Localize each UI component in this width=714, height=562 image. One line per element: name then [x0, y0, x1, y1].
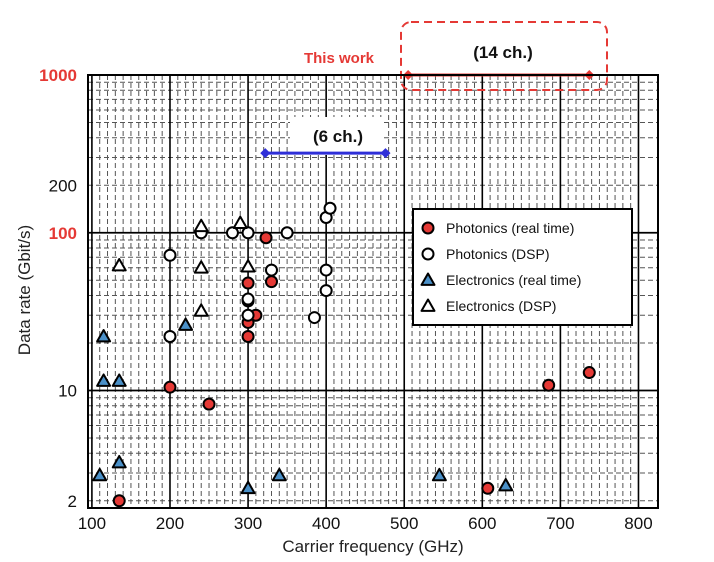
point-electronics-dsp	[232, 215, 248, 230]
legend-marker-triangle	[420, 272, 436, 286]
legend: Photonics (real time) Photonics (DSP) Elec…	[412, 208, 633, 326]
annotation-6ch-label: (6 ch.)	[313, 127, 363, 146]
legend-label: Electronics (DSP)	[446, 298, 556, 314]
annotation-6ch-end	[260, 148, 271, 159]
annotation-6ch-bg	[290, 117, 384, 155]
x-axis-label: Carrier frequency (GHz)	[282, 537, 463, 556]
data-points	[92, 201, 596, 508]
tick-labels: 100 200 300 400 500 600 700 800 2 10 100 200 1000	[39, 66, 652, 533]
point-photonics-dsp	[225, 226, 239, 240]
point-photonics-dsp	[163, 329, 177, 343]
point-photonics-dsp	[319, 284, 333, 298]
point-photonics-dsp	[307, 311, 321, 325]
point-electronics-dsp	[193, 218, 209, 233]
y-tick-label: 100	[49, 224, 77, 243]
point-photonics-real-time	[241, 329, 255, 343]
point-electronics-real-time	[240, 480, 256, 495]
annotation-6ch-end	[380, 148, 391, 159]
annotation-14ch-box	[400, 21, 608, 91]
point-photonics-real-time	[259, 231, 273, 245]
point-photonics-dsp	[241, 292, 255, 306]
legend-box	[412, 208, 633, 326]
point-photonics-real-time	[264, 275, 278, 289]
y-tick-label: 2	[68, 492, 77, 511]
point-photonics-dsp	[241, 308, 255, 322]
x-tick-label: 800	[624, 514, 652, 533]
point-electronics-dsp	[193, 303, 209, 317]
point-electronics-real-time	[111, 454, 127, 469]
x-tick-label: 400	[312, 514, 340, 533]
annotation-this-work: This work	[304, 50, 375, 67]
x-tick-label: 600	[468, 514, 496, 533]
point-electronics-real-time	[498, 477, 514, 492]
y-tick-label: 200	[49, 176, 77, 195]
point-electronics-dsp	[111, 258, 127, 272]
point-electronics-real-time	[92, 467, 108, 482]
point-photonics-real-time	[542, 378, 556, 392]
point-photonics-dsp	[163, 248, 177, 262]
point-electronics-real-time	[271, 467, 287, 482]
point-photonics-real-time	[202, 397, 216, 411]
y-axis-label: Data rate (Gbit/s)	[15, 225, 34, 355]
annotation-14ch-label: (14 ch.)	[473, 43, 533, 62]
grid	[88, 75, 658, 508]
point-electronics-real-time	[178, 317, 194, 331]
legend-label: Photonics (DSP)	[446, 246, 549, 262]
point-photonics-real-time	[241, 276, 255, 290]
point-electronics-real-time	[96, 328, 112, 343]
point-photonics-dsp	[280, 226, 294, 240]
legend-marker-circle	[421, 221, 435, 235]
point-electronics-dsp	[193, 260, 209, 274]
x-tick-label: 300	[234, 514, 262, 533]
x-tick-label: 100	[78, 514, 106, 533]
annotations: (6 ch.) (14 ch.) This work	[260, 21, 608, 159]
y-tick-label: 10	[58, 382, 77, 401]
point-photonics-dsp	[319, 263, 333, 277]
point-electronics-dsp	[240, 259, 256, 273]
point-photonics-real-time	[163, 380, 177, 394]
legend-label: Electronics (real time)	[446, 272, 581, 288]
point-electronics-real-time	[431, 467, 447, 482]
point-photonics-real-time	[112, 494, 126, 508]
legend-label: Photonics (real time)	[446, 220, 574, 236]
point-electronics-real-time	[96, 373, 112, 387]
y-tick-label: 1000	[39, 66, 77, 85]
x-tick-label: 200	[156, 514, 184, 533]
x-tick-label: 500	[390, 514, 418, 533]
legend-marker-circle	[421, 247, 435, 261]
x-tick-label: 700	[546, 514, 574, 533]
point-photonics-real-time	[582, 366, 596, 380]
legend-marker-triangle	[420, 298, 436, 312]
point-electronics-real-time	[111, 373, 127, 387]
point-photonics-real-time	[481, 481, 495, 495]
plot-frame	[87, 74, 659, 509]
point-photonics-dsp	[323, 201, 337, 215]
point-photonics-dsp	[241, 226, 255, 240]
point-photonics-dsp	[264, 263, 278, 277]
